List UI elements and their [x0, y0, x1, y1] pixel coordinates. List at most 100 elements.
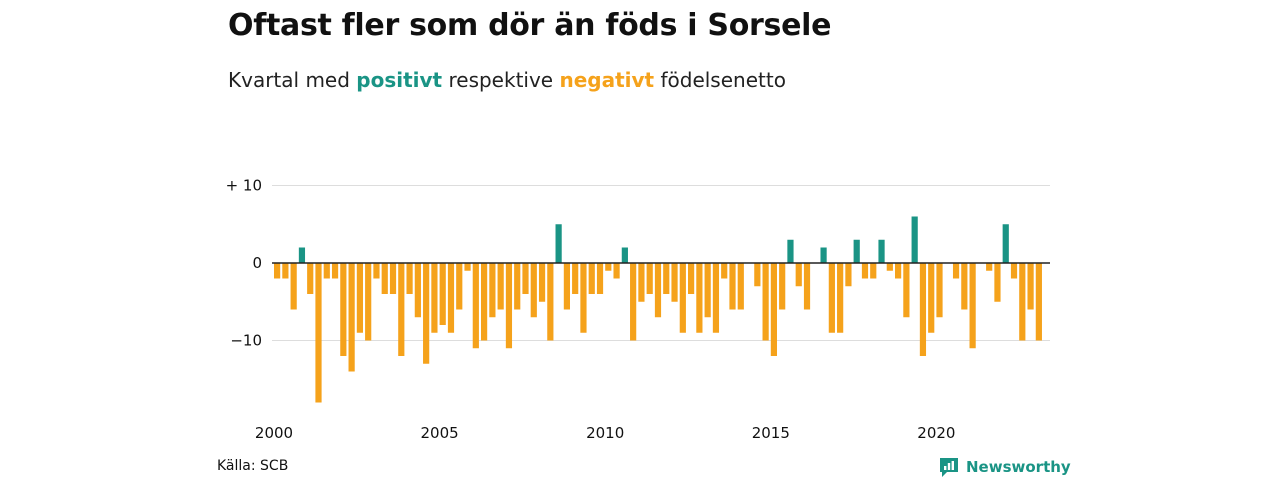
negative-bar [522, 263, 529, 294]
negative-bar [679, 263, 686, 333]
x-tick-label: 2000 [255, 424, 293, 442]
negative-bar [406, 263, 413, 294]
negative-bar [307, 263, 314, 294]
negative-bar [1010, 263, 1018, 279]
negative-bar [464, 263, 471, 271]
x-tick-label: 2015 [752, 424, 790, 442]
negative-bar [580, 263, 587, 333]
negative-bar [456, 263, 463, 310]
negative-bar [737, 263, 744, 310]
negative-bar [514, 263, 521, 310]
negative-bar [331, 263, 339, 279]
negative-bar [290, 263, 297, 310]
negative-bar [936, 263, 943, 318]
negative-bar [688, 263, 695, 294]
negative-bar [1019, 263, 1026, 341]
negative-bar [315, 263, 322, 403]
negative-bar [1035, 263, 1042, 341]
negative-bar [381, 263, 388, 294]
subtitle-text-middle: respektive [442, 68, 560, 92]
negative-bar [770, 263, 777, 356]
negative-bar [861, 263, 869, 279]
negative-bar [497, 263, 504, 310]
x-tick-label: 2005 [421, 424, 459, 442]
subtitle-positive-word: positivt [356, 68, 443, 92]
negative-bar [696, 263, 703, 333]
negative-bar [895, 263, 902, 279]
negative-bar [952, 263, 960, 279]
negative-bar [986, 263, 993, 271]
negative-bar [489, 263, 496, 318]
negative-bar [373, 263, 380, 279]
negative-bar [439, 263, 446, 325]
positive-bar [298, 247, 306, 263]
negative-bar [928, 263, 935, 333]
positive-bar [878, 239, 885, 263]
negative-bar [596, 263, 604, 294]
positive-bar [911, 216, 918, 263]
negative-bar [538, 263, 546, 302]
y-tick-label: −10 [230, 332, 262, 350]
negative-bar [754, 263, 761, 287]
subtitle-text-after: födelsenetto [654, 68, 786, 92]
negative-bar [365, 263, 372, 341]
positive-bar [555, 224, 562, 263]
negative-bar [837, 263, 844, 333]
negative-bar [828, 263, 835, 333]
brand-label: Newsworthy [966, 458, 1071, 476]
negative-bar [423, 263, 430, 364]
y-tick-label: + 10 [226, 177, 262, 195]
negative-bar [803, 263, 811, 310]
negative-bar [323, 263, 330, 279]
negative-bar [1027, 263, 1034, 310]
negative-bar [547, 263, 554, 341]
negative-bar [356, 263, 363, 333]
negative-bar [572, 263, 579, 294]
negative-bar [994, 263, 1001, 302]
negative-bar [282, 263, 289, 279]
subtitle-text-before: Kvartal med [228, 68, 357, 92]
negative-bar [671, 263, 678, 302]
x-tick-label: 2010 [586, 424, 624, 442]
negative-bar [605, 263, 612, 271]
negative-bar [712, 263, 720, 333]
negative-bar [447, 263, 455, 333]
positive-bar [853, 239, 860, 263]
positive-bar [1002, 224, 1009, 263]
newsworthy-logo-icon [940, 458, 958, 477]
negative-bar [414, 263, 421, 318]
negative-bar [274, 263, 281, 279]
negative-bar [472, 263, 479, 349]
negative-bar [348, 263, 355, 372]
negative-bar [530, 263, 537, 318]
negative-bar [903, 263, 910, 318]
brand-logo: Newsworthy [938, 456, 1071, 478]
negative-bar [646, 263, 653, 294]
negative-bar [969, 263, 976, 349]
positive-bar [621, 247, 628, 263]
negative-bar [630, 263, 637, 341]
subtitle-negative-word: negativt [559, 68, 655, 92]
negative-bar [795, 263, 802, 287]
x-tick-label: 2020 [917, 424, 955, 442]
chart-title: Oftast fler som dör än föds i Sorsele [228, 8, 832, 43]
y-tick-label: 0 [252, 254, 262, 272]
negative-bar [845, 263, 852, 287]
negative-bar [721, 263, 728, 279]
negative-bar [729, 263, 736, 310]
positive-bar [787, 239, 794, 263]
negative-bar [431, 263, 438, 333]
negative-bar [919, 263, 927, 356]
negative-bar [588, 263, 595, 294]
negative-bar [870, 263, 877, 279]
negative-bar [638, 263, 645, 302]
negative-bar [389, 263, 397, 294]
negative-bar [340, 263, 347, 356]
negative-bar [563, 263, 570, 310]
negative-bar [398, 263, 405, 356]
negative-bar [762, 263, 769, 341]
negative-bar [613, 263, 620, 279]
negative-bar [779, 263, 786, 310]
positive-bar [820, 247, 827, 263]
